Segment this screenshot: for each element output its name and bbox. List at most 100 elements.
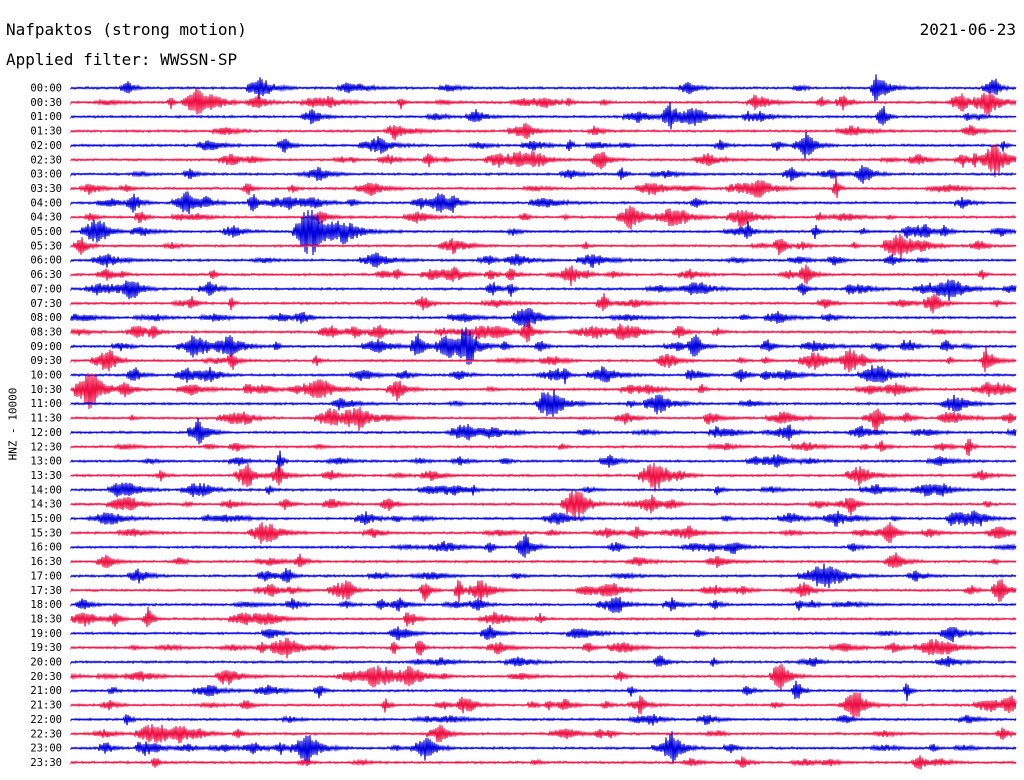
row-time-label: 04:00 xyxy=(30,197,62,209)
row-time-label: 02:00 xyxy=(30,140,62,152)
trace-line xyxy=(70,233,1017,260)
trace-line xyxy=(70,252,1017,269)
trace-line xyxy=(70,692,1017,718)
row-time-label: 18:30 xyxy=(30,613,62,625)
trace-line xyxy=(70,175,1017,199)
trace-line xyxy=(70,307,1017,329)
trace-line xyxy=(70,406,1017,433)
row-time-label: 09:00 xyxy=(30,341,62,353)
row-time-label: 18:00 xyxy=(30,599,62,611)
row-time-label: 14:00 xyxy=(30,484,62,496)
station-title: Nafpaktos (strong motion) xyxy=(6,20,247,39)
trace-line xyxy=(70,713,1017,726)
row-time-label: 08:00 xyxy=(30,312,62,324)
trace-line xyxy=(70,418,1017,445)
row-time-label: 03:30 xyxy=(30,183,62,195)
trace-line xyxy=(70,664,1017,691)
trace-line xyxy=(70,279,1017,301)
trace-line xyxy=(70,438,1017,457)
trace-line xyxy=(70,624,1017,643)
row-time-label: 10:30 xyxy=(30,384,62,396)
row-time-label: 23:30 xyxy=(30,757,62,769)
row-time-label: 11:30 xyxy=(30,413,62,425)
row-time-label: 09:30 xyxy=(30,355,62,367)
trace-line xyxy=(70,552,1017,569)
trace-line xyxy=(70,102,1017,130)
row-time-label: 05:00 xyxy=(30,226,62,238)
row-time-label: 02:30 xyxy=(30,154,62,166)
trace-line xyxy=(70,132,1017,159)
trace-line xyxy=(70,596,1017,614)
row-time-label: 06:00 xyxy=(30,255,62,267)
trace-line xyxy=(70,389,1017,417)
trace-line xyxy=(70,327,1017,365)
row-time-label: 22:00 xyxy=(30,714,62,726)
row-time-label: 00:30 xyxy=(30,97,62,109)
row-time-label: 01:00 xyxy=(30,111,62,123)
trace-line xyxy=(70,143,1017,178)
trace-line xyxy=(70,205,1017,230)
trace-line xyxy=(70,293,1017,314)
row-time-label: 03:00 xyxy=(30,169,62,181)
trace-line xyxy=(70,88,1017,117)
trace-line xyxy=(70,724,1017,744)
trace-line xyxy=(70,165,1017,184)
trace-line xyxy=(70,655,1017,668)
row-time-label: 14:30 xyxy=(30,499,62,511)
trace-line xyxy=(70,510,1017,527)
trace-line xyxy=(70,365,1017,385)
row-time-label: 16:30 xyxy=(30,556,62,568)
row-time-label: 01:30 xyxy=(30,126,62,138)
trace-line xyxy=(70,563,1017,589)
row-time-label: 20:00 xyxy=(30,657,62,669)
trace-line xyxy=(70,122,1017,141)
row-time-label: 04:30 xyxy=(30,212,62,224)
trace-line xyxy=(70,637,1017,659)
row-time-label: 06:30 xyxy=(30,269,62,281)
row-time-label: 00:00 xyxy=(30,83,62,95)
trace-line xyxy=(70,191,1017,215)
trace-line xyxy=(70,490,1017,519)
row-time-label: 13:00 xyxy=(30,456,62,468)
trace-line xyxy=(70,606,1017,628)
trace-line xyxy=(70,462,1017,492)
row-time-label: 17:30 xyxy=(30,585,62,597)
trace-line xyxy=(70,680,1017,701)
row-time-label: 12:30 xyxy=(30,441,62,453)
trace-line xyxy=(70,579,1017,604)
trace-line xyxy=(70,321,1017,343)
trace-line xyxy=(70,264,1017,286)
trace-line xyxy=(70,346,1017,373)
row-time-label: 15:00 xyxy=(30,513,62,525)
row-time-label: 07:30 xyxy=(30,298,62,310)
row-time-label: 13:30 xyxy=(30,470,62,482)
filter-label: Applied filter: WWSSN-SP xyxy=(6,50,238,69)
row-time-label: 23:00 xyxy=(30,743,62,755)
trace-line xyxy=(70,450,1017,473)
row-time-label: 21:00 xyxy=(30,685,62,697)
row-time-label: 16:00 xyxy=(30,542,62,554)
row-time-label: 20:30 xyxy=(30,671,62,683)
trace-line xyxy=(70,755,1017,770)
trace-line xyxy=(70,731,1017,767)
row-time-label: 21:30 xyxy=(30,700,62,712)
row-time-label: 07:00 xyxy=(30,283,62,295)
trace-line xyxy=(70,533,1017,558)
trace-line xyxy=(70,209,1017,256)
row-time-label: 19:30 xyxy=(30,642,62,654)
trace-line xyxy=(70,482,1017,498)
row-time-label: 08:30 xyxy=(30,326,62,338)
row-time-label: 12:00 xyxy=(30,427,62,439)
row-time-label: 22:30 xyxy=(30,728,62,740)
row-time-label: 19:00 xyxy=(30,628,62,640)
trace-line xyxy=(70,522,1017,544)
row-time-label: 11:00 xyxy=(30,398,62,410)
trace-line xyxy=(70,372,1017,410)
row-time-label: 10:00 xyxy=(30,370,62,382)
row-time-label: 15:30 xyxy=(30,527,62,539)
row-time-label: 05:30 xyxy=(30,240,62,252)
row-time-label: 17:00 xyxy=(30,570,62,582)
trace-line xyxy=(70,74,1017,102)
date-label: 2021-06-23 xyxy=(919,20,1016,39)
